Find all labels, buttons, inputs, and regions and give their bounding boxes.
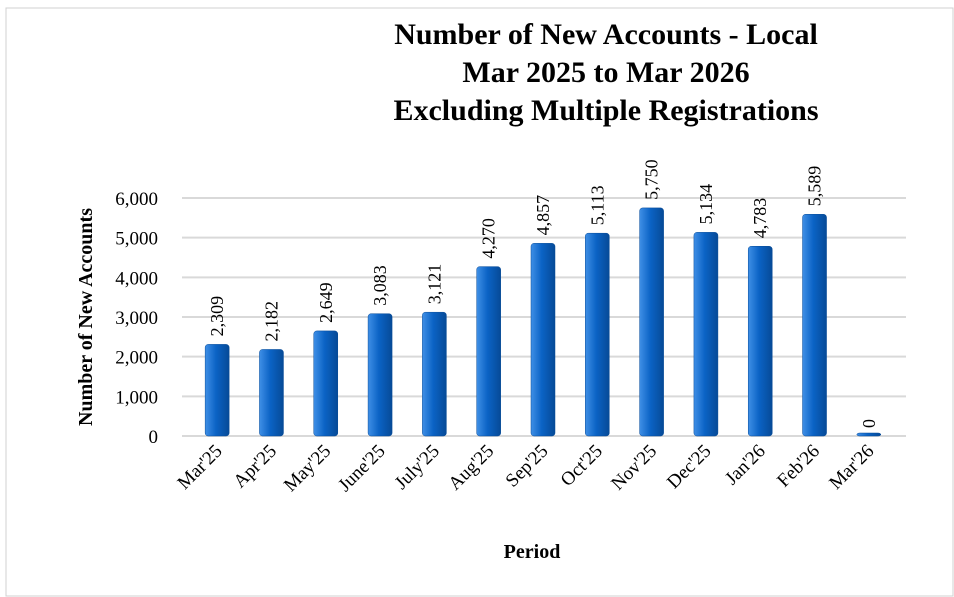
x-tick-label: Oct'25 [557, 441, 607, 491]
bar [530, 243, 556, 437]
y-tick-label: 6,000 [115, 189, 158, 210]
y-axis-title: Number of New Accounts [75, 208, 97, 426]
x-tick-label: Apr'25 [229, 441, 281, 493]
bar [204, 344, 230, 437]
value-label: 5,134 [696, 184, 716, 225]
x-tick-label: June'25 [334, 441, 389, 496]
bar [422, 311, 447, 437]
bar [802, 214, 827, 437]
x-tick-label: Nov'25 [607, 441, 661, 495]
y-tick-label: 1,000 [115, 387, 158, 408]
y-tick-label: 5,000 [115, 229, 158, 250]
x-tick-label: July'25 [391, 441, 444, 494]
chart-title: Excluding Multiple Registrations [393, 94, 818, 127]
x-tick-label: Aug'25 [444, 441, 498, 495]
bar [476, 266, 501, 437]
value-label: 2,309 [207, 296, 227, 337]
value-label: 5,589 [805, 166, 825, 207]
bar [747, 246, 773, 437]
bar [367, 313, 393, 437]
x-tick-label: Mar'25 [174, 441, 227, 494]
chart-title: Number of New Accounts - Local [394, 18, 818, 51]
bar [856, 432, 882, 437]
value-label: 5,113 [587, 185, 607, 225]
value-label: 2,182 [261, 301, 281, 342]
frame [5, 7, 954, 597]
x-tick-label: May'25 [280, 441, 335, 496]
y-tick-label: 0 [149, 427, 159, 448]
bar [585, 232, 610, 437]
value-label: 5,750 [642, 159, 662, 200]
value-label: 2,649 [316, 282, 336, 323]
bar [693, 232, 719, 437]
y-tick-label: 3,000 [115, 308, 158, 329]
y-tick-label: 2,000 [115, 348, 158, 369]
x-tick-label: Mar'26 [825, 441, 878, 494]
value-label: 3,121 [424, 264, 444, 305]
value-label: 3,083 [370, 265, 390, 306]
chart-title: Mar 2025 to Mar 2026 [462, 56, 749, 89]
x-axis-title: Period [504, 541, 561, 563]
value-label: 4,783 [750, 198, 770, 239]
x-tick-label: Sep'25 [502, 441, 553, 492]
x-tick-label: Feb'26 [773, 441, 824, 492]
y-tick-label: 4,000 [115, 268, 158, 289]
x-tick-label: Jan'26 [721, 441, 770, 490]
x-tick-label: Dec'25 [663, 441, 715, 493]
bar [313, 330, 339, 437]
value-label: 4,270 [479, 218, 499, 259]
bar [259, 349, 284, 437]
value-label: 4,857 [533, 195, 553, 236]
bar [639, 207, 664, 437]
value-label: 0 [859, 419, 879, 428]
